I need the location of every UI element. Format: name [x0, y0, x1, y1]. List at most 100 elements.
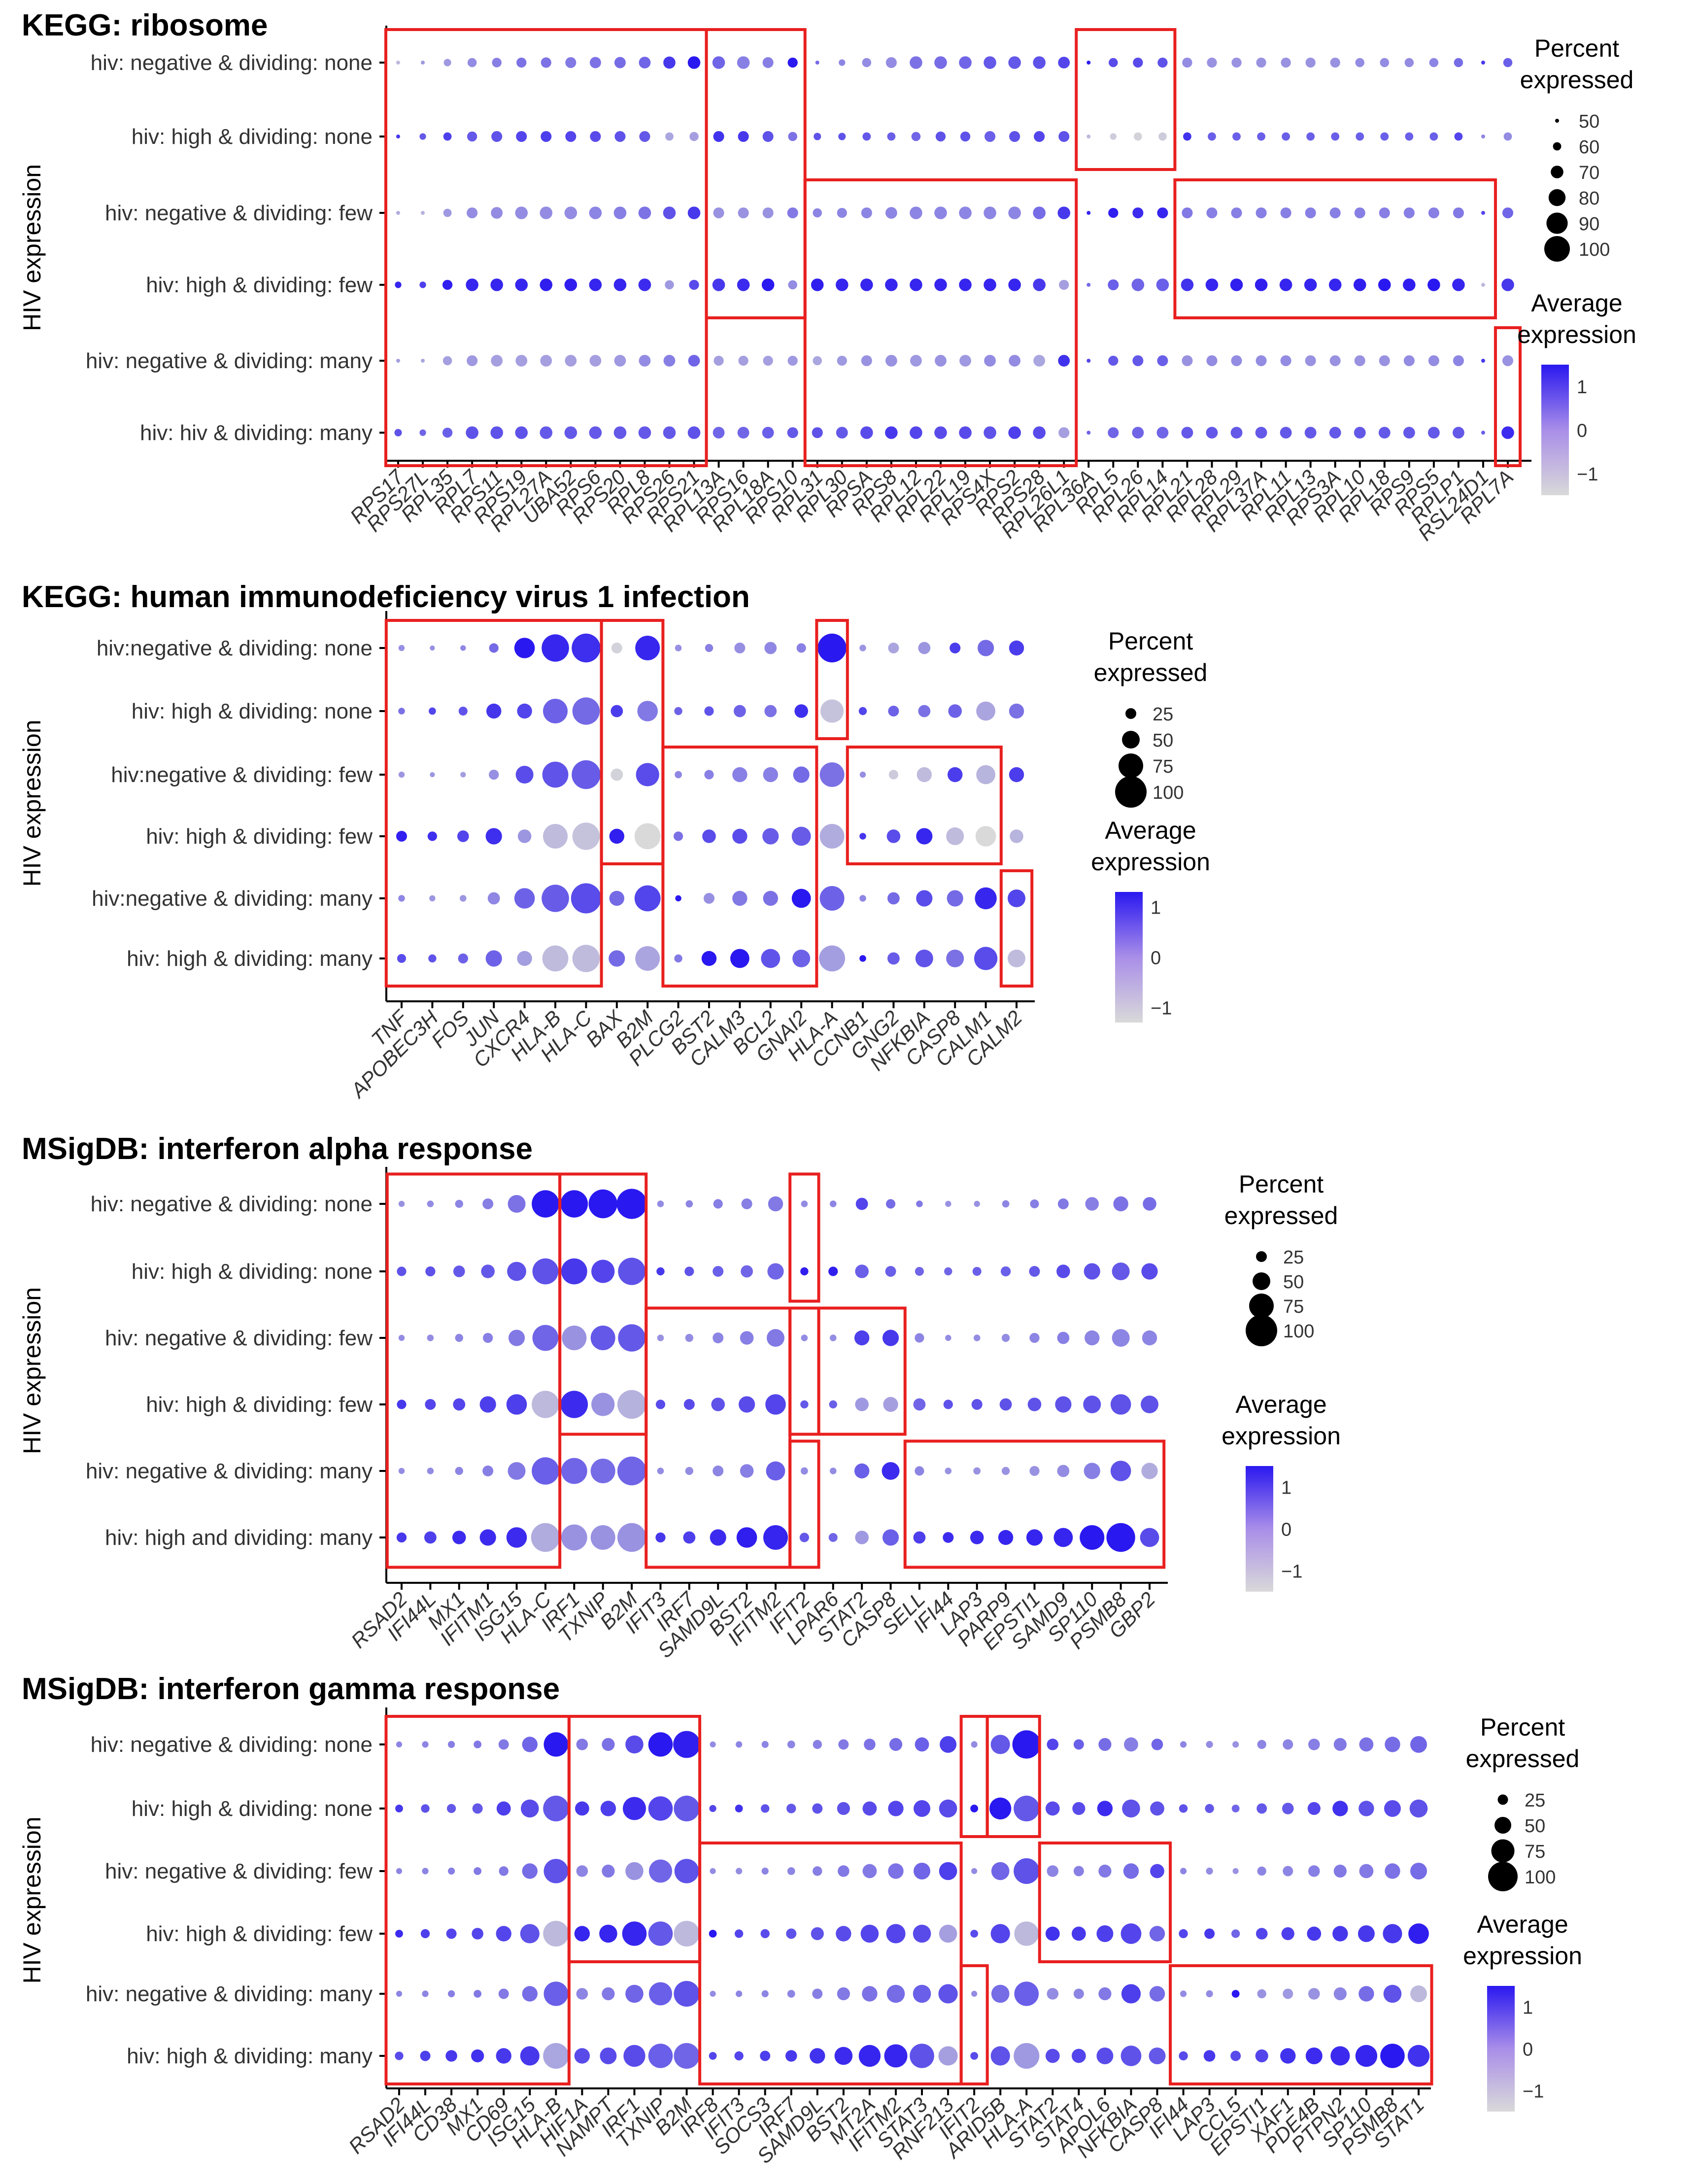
- dot: [1033, 206, 1046, 219]
- dot: [453, 1398, 466, 1411]
- y-axis-label: HIV expression: [18, 164, 46, 331]
- panel-title: MSigDB: interferon gamma response: [22, 1672, 560, 1706]
- dot: [455, 1333, 463, 1342]
- legend-size-dot: [1548, 189, 1566, 206]
- dot: [648, 1732, 673, 1757]
- dot: [466, 426, 478, 439]
- dot: [1329, 427, 1341, 439]
- dot: [737, 56, 750, 69]
- dot: [975, 887, 997, 910]
- dot: [1255, 278, 1268, 291]
- row-label: hiv: hiv & dividing: many: [140, 421, 373, 445]
- dot: [859, 895, 866, 902]
- dot: [486, 703, 502, 719]
- dot: [674, 831, 683, 841]
- dot: [761, 1867, 769, 1875]
- dot: [836, 1926, 851, 1942]
- dot: [1380, 2044, 1405, 2068]
- dot: [675, 771, 682, 779]
- dot: [572, 760, 601, 789]
- dot: [602, 1738, 615, 1751]
- dot: [1150, 1801, 1164, 1816]
- dot: [1157, 57, 1168, 68]
- dot: [499, 1866, 509, 1876]
- dot: [1206, 1990, 1213, 1998]
- dot: [1096, 2048, 1114, 2064]
- colorbar-tick-label: 0: [1151, 948, 1161, 969]
- dot: [862, 132, 871, 141]
- dot: [520, 1799, 539, 1818]
- dot: [810, 2048, 825, 2064]
- dot: [787, 57, 798, 68]
- dot: [819, 945, 845, 972]
- dot: [829, 1334, 837, 1341]
- dot: [543, 824, 568, 849]
- legend-size-title: Percent: [1108, 627, 1193, 655]
- dot: [516, 131, 527, 142]
- dot: [685, 1200, 693, 1208]
- legend-color-title: expression: [1091, 848, 1210, 876]
- dot: [761, 278, 775, 291]
- dot: [429, 895, 436, 902]
- dot: [517, 829, 532, 843]
- panel-2: KEGG: human immunodeficiency virus 1 inf…: [18, 580, 1210, 1103]
- dot: [1087, 431, 1091, 435]
- legend-size-dot: [1125, 708, 1136, 719]
- dot: [1333, 1738, 1347, 1751]
- dot: [422, 1741, 429, 1748]
- dot: [801, 1334, 808, 1341]
- dot: [447, 1740, 455, 1748]
- highlight-box: [385, 1172, 562, 1569]
- dot: [732, 767, 747, 783]
- dot: [787, 1867, 795, 1875]
- legend-size-title: Percent: [1239, 1170, 1324, 1198]
- dot: [910, 355, 922, 367]
- dot: [935, 355, 947, 367]
- dot: [985, 131, 996, 142]
- dot: [564, 206, 577, 219]
- dot: [801, 1467, 808, 1475]
- dot: [959, 355, 971, 367]
- dot: [1207, 57, 1217, 68]
- dot: [1156, 427, 1169, 439]
- dot: [1282, 132, 1290, 141]
- row-label: hiv: high & dividing: none: [132, 699, 373, 723]
- dot: [1502, 207, 1514, 219]
- dot: [855, 1197, 868, 1210]
- dot: [562, 1326, 587, 1350]
- dot: [801, 1200, 808, 1207]
- colorbar-tick-label: 1: [1577, 377, 1587, 398]
- dot: [496, 1926, 511, 1942]
- panel-3: MSigDB: interferon alpha response HIV exp…: [18, 1132, 1341, 1662]
- dot: [1307, 1802, 1321, 1815]
- dot: [565, 57, 577, 68]
- dot: [765, 1394, 786, 1415]
- dot: [1131, 278, 1145, 291]
- dot: [1012, 1730, 1041, 1759]
- dot: [764, 705, 777, 717]
- dot: [834, 2047, 853, 2065]
- dot: [855, 1398, 869, 1411]
- dot: [1305, 57, 1316, 68]
- dot: [819, 762, 845, 787]
- dot: [839, 59, 846, 66]
- dot: [943, 1532, 954, 1543]
- dot: [421, 359, 425, 363]
- dot: [1282, 1803, 1294, 1814]
- dot: [1158, 132, 1167, 141]
- dot: [564, 278, 577, 291]
- dot: [948, 704, 962, 718]
- dot: [638, 206, 651, 219]
- dot: [910, 426, 922, 439]
- dot: [828, 1533, 838, 1542]
- dot: [1141, 1396, 1158, 1413]
- dot: [1380, 132, 1389, 141]
- dot: [614, 355, 626, 367]
- legend-size-title: expressed: [1466, 1745, 1580, 1773]
- dot: [1149, 2048, 1166, 2064]
- dot: [430, 645, 435, 651]
- dot: [762, 207, 774, 219]
- dot: [457, 830, 469, 842]
- dot: [1331, 132, 1340, 141]
- dot: [1122, 1799, 1140, 1818]
